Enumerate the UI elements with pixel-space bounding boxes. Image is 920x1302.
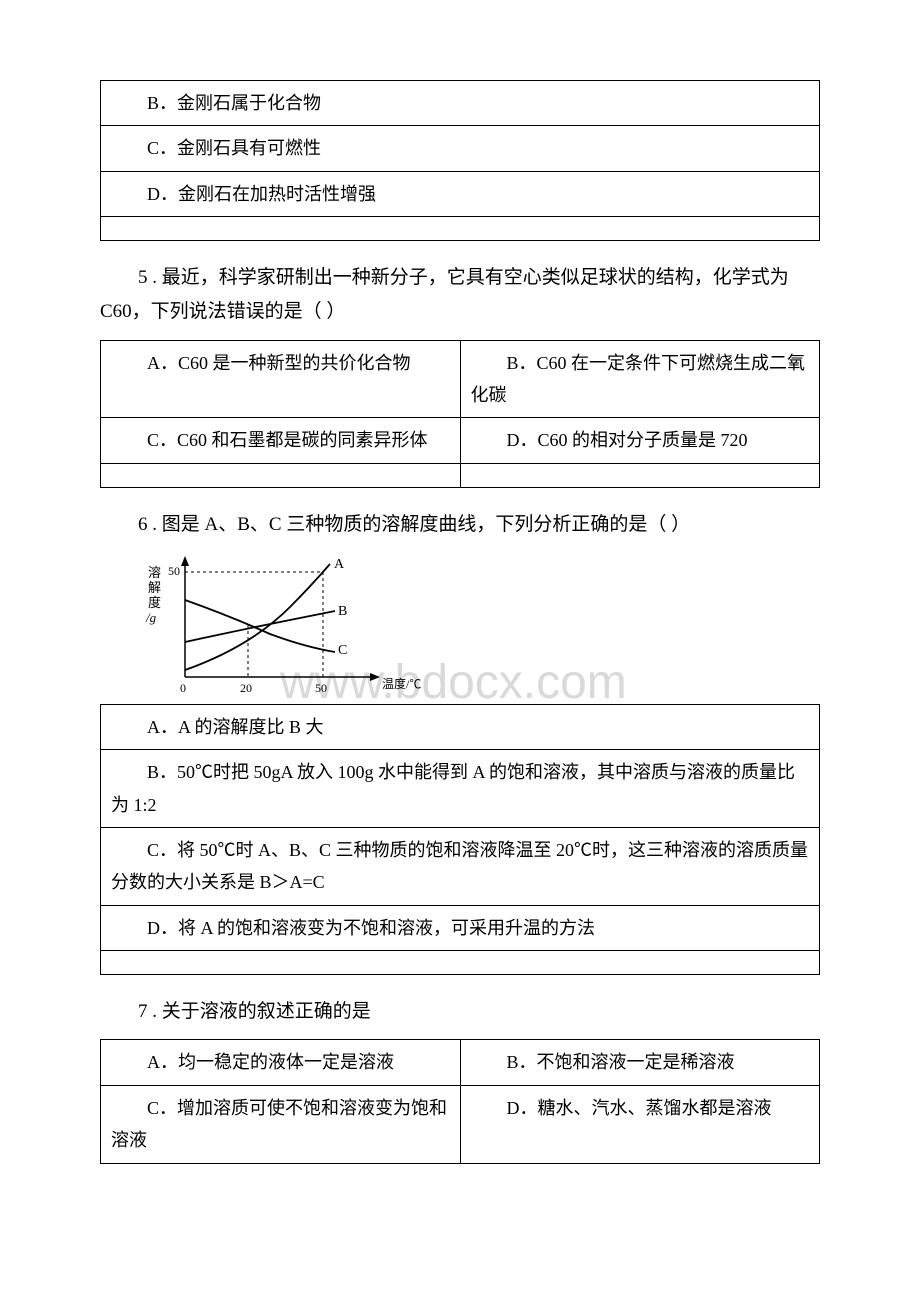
x-tick-50: 50: [315, 681, 327, 695]
curve-b-label: B: [338, 604, 347, 619]
x-axis-arrow: [370, 673, 380, 681]
y-max: 50: [168, 564, 180, 578]
q6-option-d: D．将 A 的饱和溶液变为不饱和溶液，可采用升温的方法: [101, 905, 820, 950]
solubility-chart: 溶 解 度 /g 50 0 20 50 温度/℃: [140, 552, 450, 702]
q4-option-b: B．金刚石属于化合物: [101, 81, 820, 126]
q7-option-a: A．均一稳定的液体一定是溶液: [101, 1040, 461, 1085]
q6-options-table: A．A 的溶解度比 B 大 B．50℃时把 50gA 放入 100g 水中能得到…: [100, 704, 820, 975]
q5-option-c: C．C60 和石墨都是碳的同素异形体: [101, 418, 461, 463]
q5-option-b: B．C60 在一定条件下可燃烧生成二氧化碳: [460, 340, 820, 418]
q4-empty-row: [101, 217, 820, 241]
q4-option-c: C．金刚石具有可燃性: [101, 126, 820, 171]
curve-a-label: A: [334, 557, 345, 572]
q5-option-d: D．C60 的相对分子质量是 720: [460, 418, 820, 463]
y-label-2: 解: [148, 580, 161, 595]
y-label-1: 溶: [148, 565, 161, 580]
q7-options-table: A．均一稳定的液体一定是溶液 B．不饱和溶液一定是稀溶液 C．增加溶质可使不饱和…: [100, 1039, 820, 1163]
chart-svg: 溶 解 度 /g 50 0 20 50 温度/℃: [140, 552, 450, 702]
q7-option-b: B．不饱和溶液一定是稀溶液: [460, 1040, 820, 1085]
q7-option-c: C．增加溶质可使不饱和溶液变为饱和溶液: [101, 1085, 461, 1163]
x-tick-0: 0: [180, 681, 186, 695]
y-label-3: 度: [148, 595, 161, 610]
q7-text: 7 . 关于溶液的叙述正确的是: [100, 995, 820, 1029]
q4-option-d: D．金刚石在加热时活性增强: [101, 171, 820, 216]
q6-empty-row: [101, 951, 820, 975]
q5-text: 5 . 最近，科学家研制出一种新分子，它具有空心类似足球状的结构，化学式为 C6…: [100, 261, 820, 329]
x-label: 温度/℃: [382, 676, 421, 691]
y-axis-arrow: [181, 556, 189, 566]
q4-options-table: B．金刚石属于化合物 C．金刚石具有可燃性 D．金刚石在加热时活性增强: [100, 80, 820, 241]
q6-option-c: C．将 50℃时 A、B、C 三种物质的饱和溶液降温至 20℃时，这三种溶液的溶…: [101, 828, 820, 906]
q5-empty-a: [101, 463, 461, 487]
curve-c-label: C: [338, 643, 347, 658]
q6-option-b: B．50℃时把 50gA 放入 100g 水中能得到 A 的饱和溶液，其中溶质与…: [101, 750, 820, 828]
q7-option-d: D．糖水、汽水、蒸馏水都是溶液: [460, 1085, 820, 1163]
q6-option-a: A．A 的溶解度比 B 大: [101, 704, 820, 749]
x-tick-20: 20: [240, 681, 252, 695]
curve-b: [185, 611, 335, 642]
q5-options-table: A．C60 是一种新型的共价化合物 B．C60 在一定条件下可燃烧生成二氧化碳 …: [100, 340, 820, 488]
y-unit: /g: [145, 610, 157, 625]
q6-text: 6 . 图是 A、B、C 三种物质的溶解度曲线，下列分析正确的是（ ）: [100, 508, 820, 542]
q5-option-a: A．C60 是一种新型的共价化合物: [101, 340, 461, 418]
q5-empty-b: [460, 463, 820, 487]
